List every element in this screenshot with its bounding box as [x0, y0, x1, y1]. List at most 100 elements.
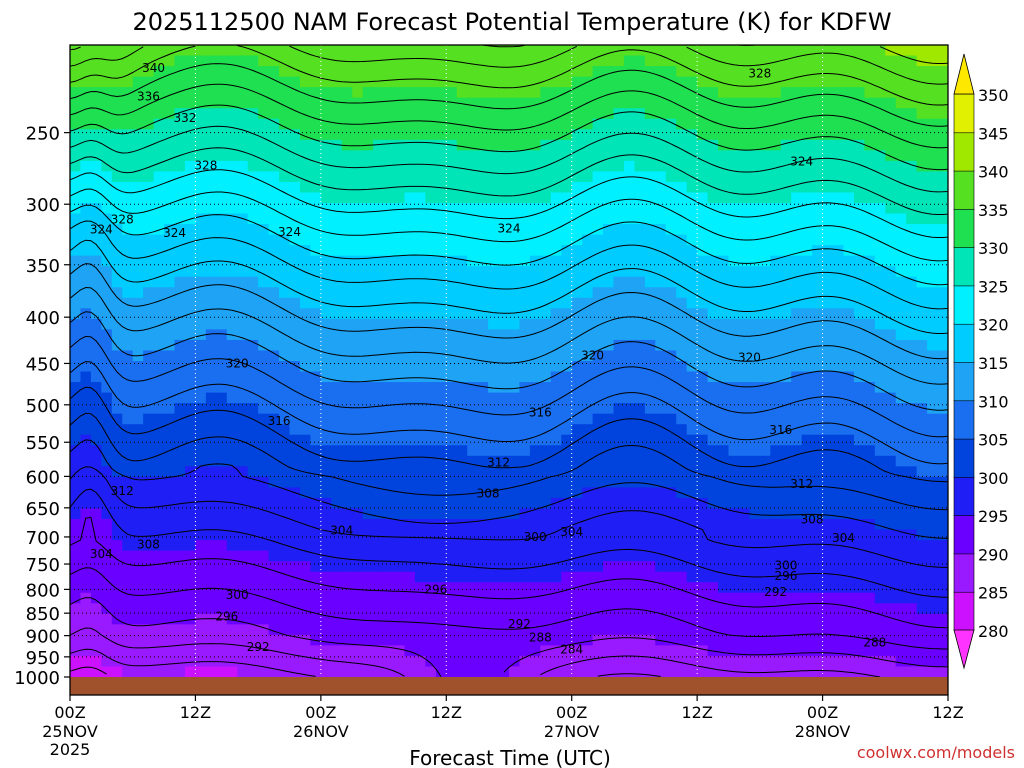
field-cell: [404, 603, 416, 615]
field-cell: [509, 45, 521, 57]
field-cell: [153, 487, 165, 499]
field-cell: [895, 476, 907, 488]
field-cell: [613, 181, 625, 194]
field-cell: [341, 171, 353, 183]
field-cell: [864, 613, 876, 625]
field-cell: [70, 87, 82, 99]
field-cell: [237, 582, 249, 594]
field-cell: [174, 160, 186, 172]
field-cell: [561, 445, 573, 457]
field-cell: [394, 308, 406, 320]
field-cell: [655, 55, 667, 67]
field-cell: [226, 203, 238, 215]
field-cell: [153, 203, 165, 215]
field-cell: [644, 108, 656, 120]
field-cell: [927, 434, 939, 446]
field-cell: [80, 540, 92, 552]
field-cell: [216, 603, 228, 615]
field-cell: [435, 445, 447, 457]
field-cell: [132, 655, 144, 668]
field-cell: [205, 361, 217, 373]
field-cell: [320, 582, 332, 594]
field-cell: [592, 171, 604, 183]
field-cell: [90, 192, 102, 204]
field-cell: [634, 192, 646, 204]
field-cell: [477, 624, 489, 636]
field-cell: [759, 160, 771, 172]
field-cell: [153, 582, 165, 594]
field-cell: [895, 529, 907, 541]
field-cell: [770, 213, 782, 225]
field-cell: [247, 213, 259, 225]
field-cell: [822, 403, 834, 415]
field-cell: [707, 508, 719, 520]
field-cell: [404, 508, 416, 520]
field-cell: [906, 234, 918, 246]
field-cell: [791, 403, 803, 415]
field-cell: [561, 171, 573, 183]
field-cell: [759, 392, 771, 404]
field-cell: [341, 550, 353, 562]
field-cell: [550, 287, 562, 299]
field-cell: [268, 613, 280, 625]
field-cell: [749, 403, 761, 415]
field-cell: [195, 571, 207, 583]
field-cell: [623, 266, 636, 278]
field-cell: [686, 139, 698, 151]
field-cell: [362, 487, 374, 499]
field-cell: [833, 476, 845, 488]
field-cell: [195, 519, 207, 531]
field-cell: [320, 76, 332, 88]
field-cell: [446, 297, 458, 309]
field-cell: [247, 476, 259, 488]
field-cell: [853, 171, 865, 183]
field-cell: [707, 129, 719, 141]
field-cell: [864, 45, 876, 57]
field-cell: [456, 445, 468, 457]
field-cell: [749, 150, 761, 162]
field-cell: [780, 613, 792, 625]
field-cell: [550, 108, 562, 120]
field-cell: [707, 45, 719, 57]
field-cell: [623, 424, 636, 436]
field-cell: [665, 55, 677, 67]
field-cell: [446, 350, 458, 362]
field-cell: [394, 371, 406, 383]
field-cell: [383, 45, 395, 57]
field-cell: [906, 434, 918, 446]
field-cell: [812, 255, 824, 267]
field-cell: [759, 308, 771, 320]
field-cell: [728, 550, 740, 562]
field-cell: [770, 255, 782, 267]
field-cell: [561, 550, 573, 562]
field-cell: [665, 655, 677, 668]
field-cell: [738, 392, 750, 404]
field-cell: [728, 318, 740, 330]
field-cell: [425, 613, 437, 625]
field-cell: [697, 655, 709, 668]
field-cell: [122, 308, 134, 320]
field-cell: [697, 508, 709, 520]
field-cell: [864, 361, 876, 373]
field-cell: [843, 571, 855, 583]
field-cell: [247, 76, 259, 88]
field-cell: [383, 118, 395, 130]
field-cell: [394, 666, 406, 677]
field-cell: [843, 508, 855, 520]
field-cell: [780, 160, 792, 172]
field-cell: [362, 361, 374, 373]
field-cell: [373, 224, 385, 236]
field-cell: [571, 308, 583, 320]
field-cell: [519, 613, 531, 625]
field-cell: [268, 455, 280, 467]
field-cell: [394, 276, 406, 288]
field-cell: [143, 318, 155, 330]
field-cell: [404, 108, 416, 120]
field-cell: [268, 476, 280, 488]
field-cell: [394, 445, 406, 457]
field-cell: [707, 276, 719, 288]
field-cell: [540, 476, 552, 488]
field-cell: [467, 139, 479, 151]
field-cell: [718, 171, 730, 183]
field-cell: [623, 224, 636, 236]
